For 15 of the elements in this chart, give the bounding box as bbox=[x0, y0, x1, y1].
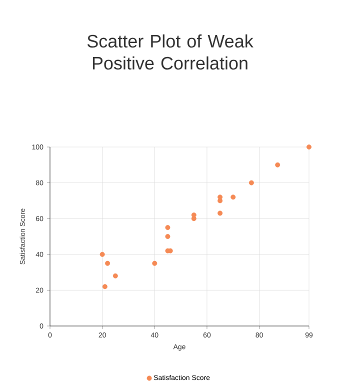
point bbox=[306, 144, 312, 150]
point bbox=[100, 252, 105, 257]
point bbox=[102, 284, 108, 290]
point bbox=[275, 162, 280, 168]
chart-title: Scatter Plot of Weak Positive Correlation bbox=[87, 34, 254, 70]
point bbox=[248, 180, 254, 186]
point bbox=[152, 260, 158, 266]
point bbox=[218, 210, 223, 216]
point bbox=[218, 198, 223, 204]
point bbox=[230, 194, 236, 200]
point bbox=[165, 225, 170, 230]
point bbox=[105, 260, 110, 266]
point bbox=[165, 234, 170, 239]
point bbox=[112, 273, 118, 278]
point bbox=[191, 216, 196, 222]
